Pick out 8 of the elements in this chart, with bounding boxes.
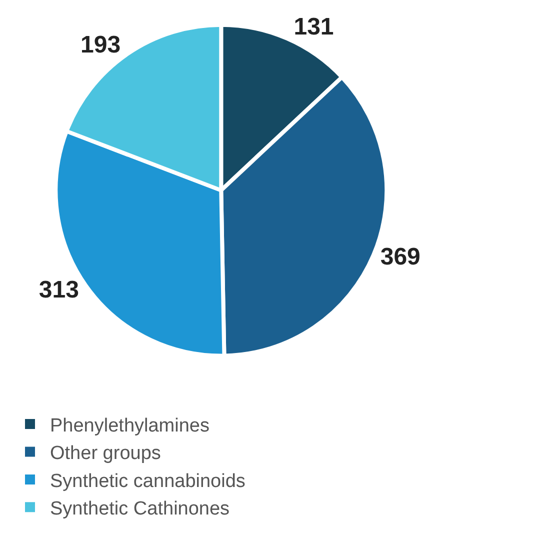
- legend-label: Phenylethylamines: [50, 415, 210, 436]
- legend-label: Other groups: [50, 443, 161, 464]
- data-label: 193: [80, 31, 121, 58]
- data-label: 369: [380, 243, 420, 270]
- data-label: 313: [38, 276, 79, 304]
- legend-label: Synthetic Cathinones: [50, 498, 230, 520]
- legend-label: Synthetic cannabinoids: [50, 470, 246, 492]
- data-label: 131: [294, 14, 334, 41]
